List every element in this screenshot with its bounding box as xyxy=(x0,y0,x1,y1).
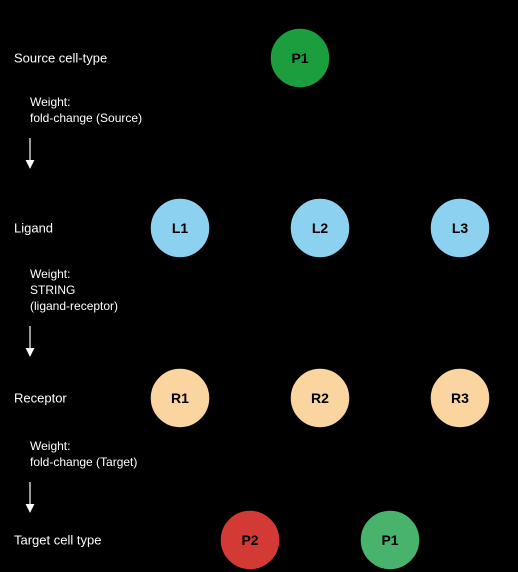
node-R1: R1 xyxy=(150,368,210,428)
weight-label-w3-line1: Weight: xyxy=(30,439,70,453)
node-L3: L3 xyxy=(430,198,490,258)
row-label-ligand: Ligand xyxy=(14,221,53,236)
node-R2: R2 xyxy=(290,368,350,428)
node-R2-label: R2 xyxy=(311,390,329,406)
node-P2: P2 xyxy=(220,510,280,570)
row-label-source: Source cell-type xyxy=(14,51,107,66)
node-L1: L1 xyxy=(150,198,210,258)
row-label-target: Target cell type xyxy=(14,533,101,548)
node-P1_src: P1 xyxy=(270,28,330,88)
weight-label-w3-line2: fold-change (Target) xyxy=(30,455,137,469)
node-R3: R3 xyxy=(430,368,490,428)
background xyxy=(0,0,518,572)
node-R1-label: R1 xyxy=(171,390,189,406)
node-L3-label: L3 xyxy=(452,220,469,236)
weight-label-w2-line1: Weight: xyxy=(30,267,70,281)
weight-label-w1-line2: fold-change (Source) xyxy=(30,111,142,125)
node-P1_tgt-label: P1 xyxy=(381,532,398,548)
row-label-receptor: Receptor xyxy=(14,391,67,406)
node-L2-label: L2 xyxy=(312,220,329,236)
weight-label-w2-line2: STRING xyxy=(30,283,75,297)
network-diagram: P1 L1 L2 L3 R1 R2 R3 P2 P1 Source cell-type Ligand… xyxy=(0,0,518,572)
weight-label-w2-line3: (ligand-receptor) xyxy=(30,299,118,313)
node-L1-label: L1 xyxy=(172,220,189,236)
node-L2: L2 xyxy=(290,198,350,258)
node-P1_src-label: P1 xyxy=(291,50,308,66)
node-P1_tgt: P1 xyxy=(360,510,420,570)
node-R3-label: R3 xyxy=(451,390,469,406)
node-P2-label: P2 xyxy=(241,532,258,548)
weight-label-w1-line1: Weight: xyxy=(30,95,70,109)
